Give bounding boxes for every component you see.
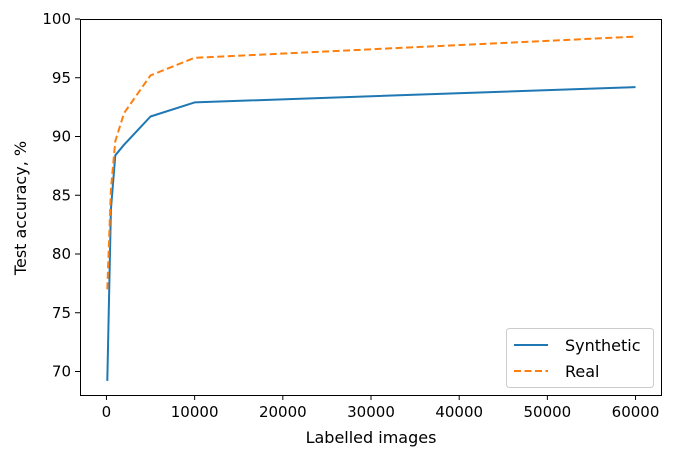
y-tick-label: 70 — [52, 363, 71, 381]
y-tick-label: 85 — [52, 186, 71, 204]
y-tick-label: 95 — [52, 69, 71, 87]
y-tick-label: 90 — [52, 128, 71, 146]
legend: Synthetic Real — [506, 328, 654, 388]
x-tick-label: 20000 — [259, 403, 307, 421]
legend-frame — [506, 328, 654, 388]
y-tick-label: 80 — [52, 245, 71, 263]
plot-frame — [80, 19, 662, 396]
x-tick-label: 10000 — [171, 403, 219, 421]
y-axis-label: Test accuracy, % — [11, 141, 30, 276]
y-tick-label: 100 — [42, 10, 71, 28]
series-line-real — [106, 35, 636, 290]
legend-label-real: Real — [565, 362, 600, 381]
x-tick-label: 30000 — [347, 403, 395, 421]
x-tick-label: 50000 — [524, 403, 572, 421]
x-tick-label: 60000 — [612, 403, 660, 421]
x-tick-label: 0 — [102, 403, 112, 421]
legend-label-synthetic: Synthetic — [565, 336, 641, 355]
y-tick-label: 75 — [52, 304, 71, 322]
x-axis-label: Labelled images — [306, 428, 437, 447]
y-axis-ticks: 70 75 80 85 90 95 100 — [42, 10, 80, 381]
x-tick-label: 40000 — [435, 403, 483, 421]
series-layer — [106, 35, 636, 381]
x-axis-ticks: 0 10000 20000 30000 40000 50000 60000 — [102, 395, 660, 421]
